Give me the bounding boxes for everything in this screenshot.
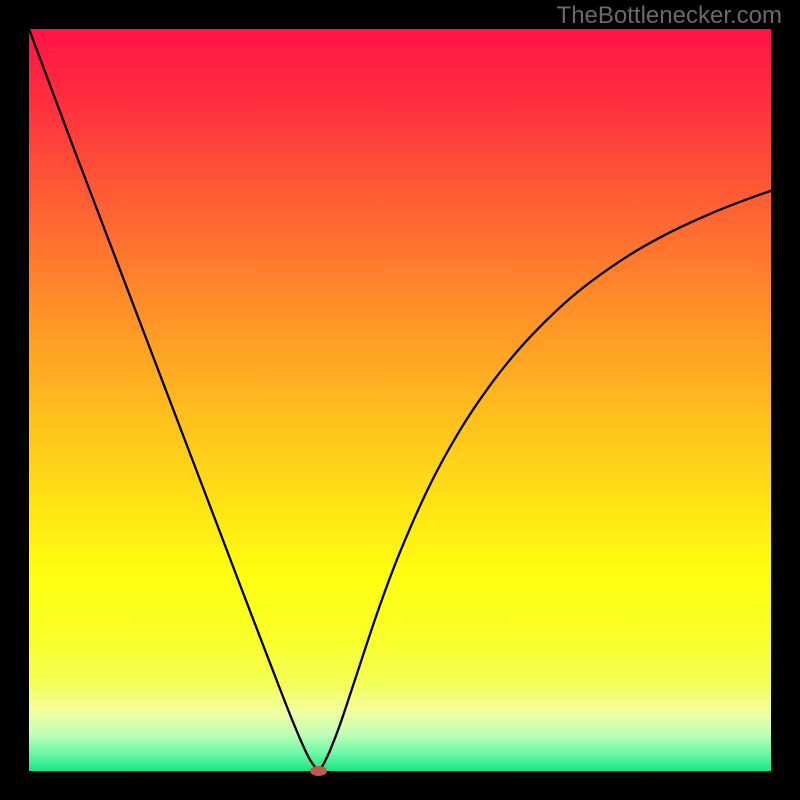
chart-container: TheBottlenecker.com — [0, 0, 800, 800]
bottleneck-marker — [310, 766, 327, 776]
curve-left-branch — [29, 29, 318, 771]
watermark-text: TheBottlenecker.com — [557, 2, 782, 30]
curve-right-branch — [318, 191, 771, 771]
curve-svg — [0, 0, 800, 800]
